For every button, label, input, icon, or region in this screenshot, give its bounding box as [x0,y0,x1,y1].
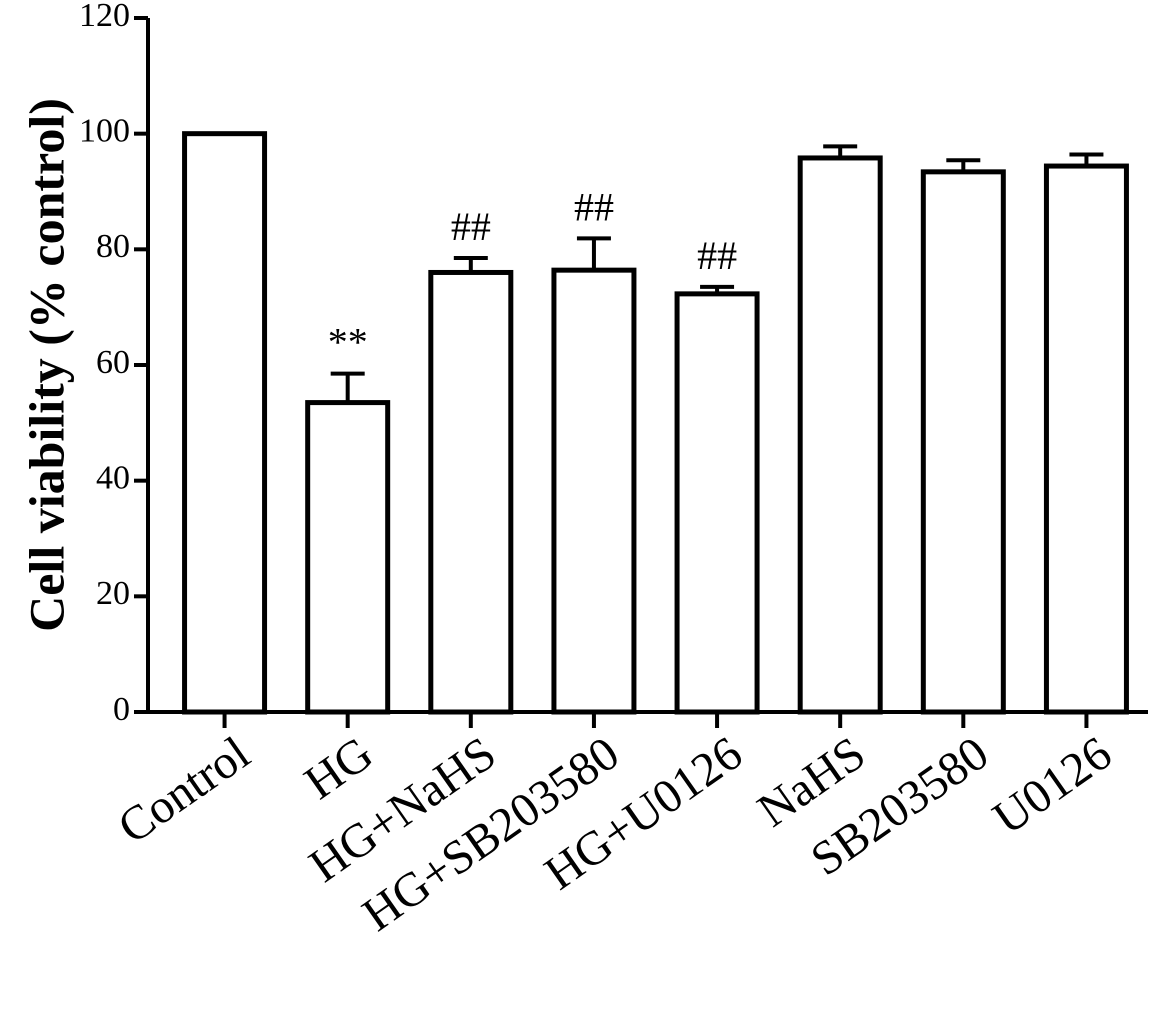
error-bar [946,158,981,172]
bar [797,155,883,715]
y-tick-label: 40 [96,459,130,496]
error-bar [453,256,488,273]
x-tick-label: Control [109,727,260,855]
error-bar [576,236,611,271]
error-bar [700,284,735,294]
annotation: ## [697,233,737,278]
bar [428,269,514,715]
x-tick-label: U0126 [984,727,1121,845]
annotation: ## [574,184,614,229]
bar [1043,163,1129,715]
annotation: ** [328,320,368,365]
bar [920,169,1006,715]
y-tick-label: 100 [79,112,130,149]
y-tick-label: 120 [79,0,130,34]
bar [305,400,391,715]
error-bar [1069,152,1104,167]
error-bar [330,371,365,403]
error-bar [823,144,858,158]
y-tick-label: 60 [96,344,130,381]
annotation: ## [451,204,491,249]
y-tick-label: 80 [96,228,130,265]
y-axis-title: Cell viability (% control) [18,98,74,632]
bar [551,267,637,715]
y-tick-label: 20 [96,575,130,612]
y-tick-label: 0 [113,691,130,728]
bar [674,291,760,715]
x-tick-label: HG [295,727,382,810]
bar [182,131,268,715]
